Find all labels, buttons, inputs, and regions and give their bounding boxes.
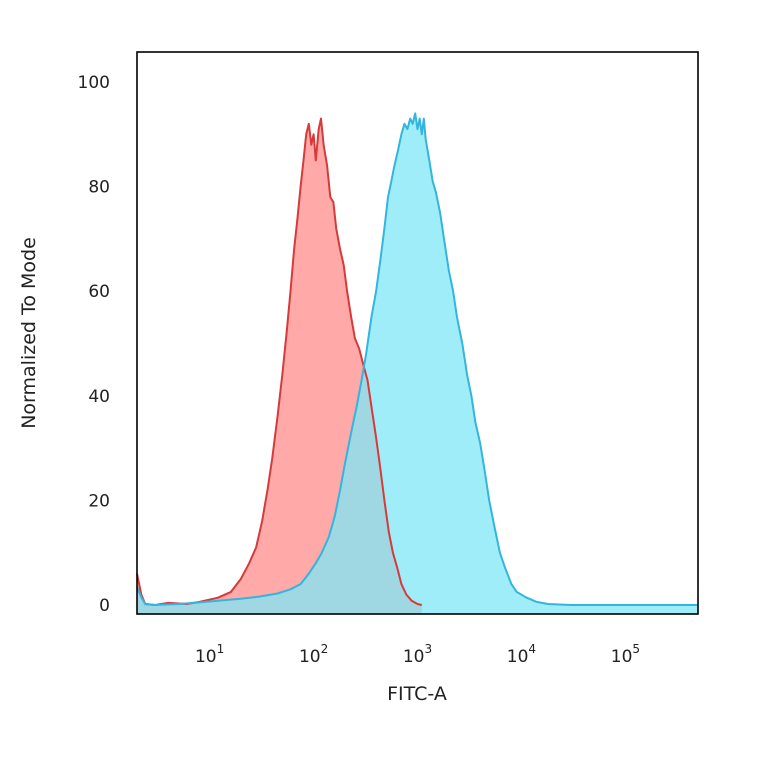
x-tick-label: 102 (299, 642, 328, 667)
y-axis-label: Normalized To Mode (18, 237, 40, 429)
y-tick-label: 80 (88, 178, 110, 198)
x-tick-label: 104 (507, 642, 536, 667)
x-tick-label: 105 (611, 642, 640, 667)
y-tick-label: 0 (99, 596, 110, 616)
series-layer (136, 112, 698, 615)
x-tick-label: 103 (403, 642, 432, 667)
histogram-outline-2 (136, 112, 698, 606)
histogram-fill-2 (137, 113, 698, 615)
histogram-outline-1 (136, 117, 423, 606)
y-tick-label: 100 (78, 73, 110, 93)
y-tick-label: 20 (88, 491, 110, 511)
y-axis-ticks: 0 20 40 60 80 100 (78, 73, 110, 616)
y-tick-label: 40 (88, 387, 110, 407)
y-tick-label: 60 (88, 282, 110, 302)
x-axis-label: FITC-A (387, 683, 447, 705)
x-tick-label: 101 (195, 642, 224, 667)
x-axis-ticks: 101 102 103 104 105 (195, 642, 640, 667)
plot-frame (136, 51, 699, 615)
